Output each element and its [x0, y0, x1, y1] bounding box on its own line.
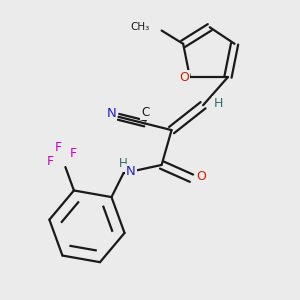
Text: F: F: [47, 155, 54, 168]
Text: C: C: [141, 106, 149, 119]
Text: CH₃: CH₃: [131, 22, 150, 32]
Text: N: N: [106, 107, 116, 120]
Text: O: O: [179, 70, 189, 83]
Text: O: O: [196, 170, 206, 183]
Text: H: H: [213, 97, 223, 110]
Text: H: H: [119, 157, 128, 170]
Text: F: F: [55, 141, 62, 154]
Text: F: F: [70, 147, 77, 160]
Text: N: N: [126, 165, 136, 178]
